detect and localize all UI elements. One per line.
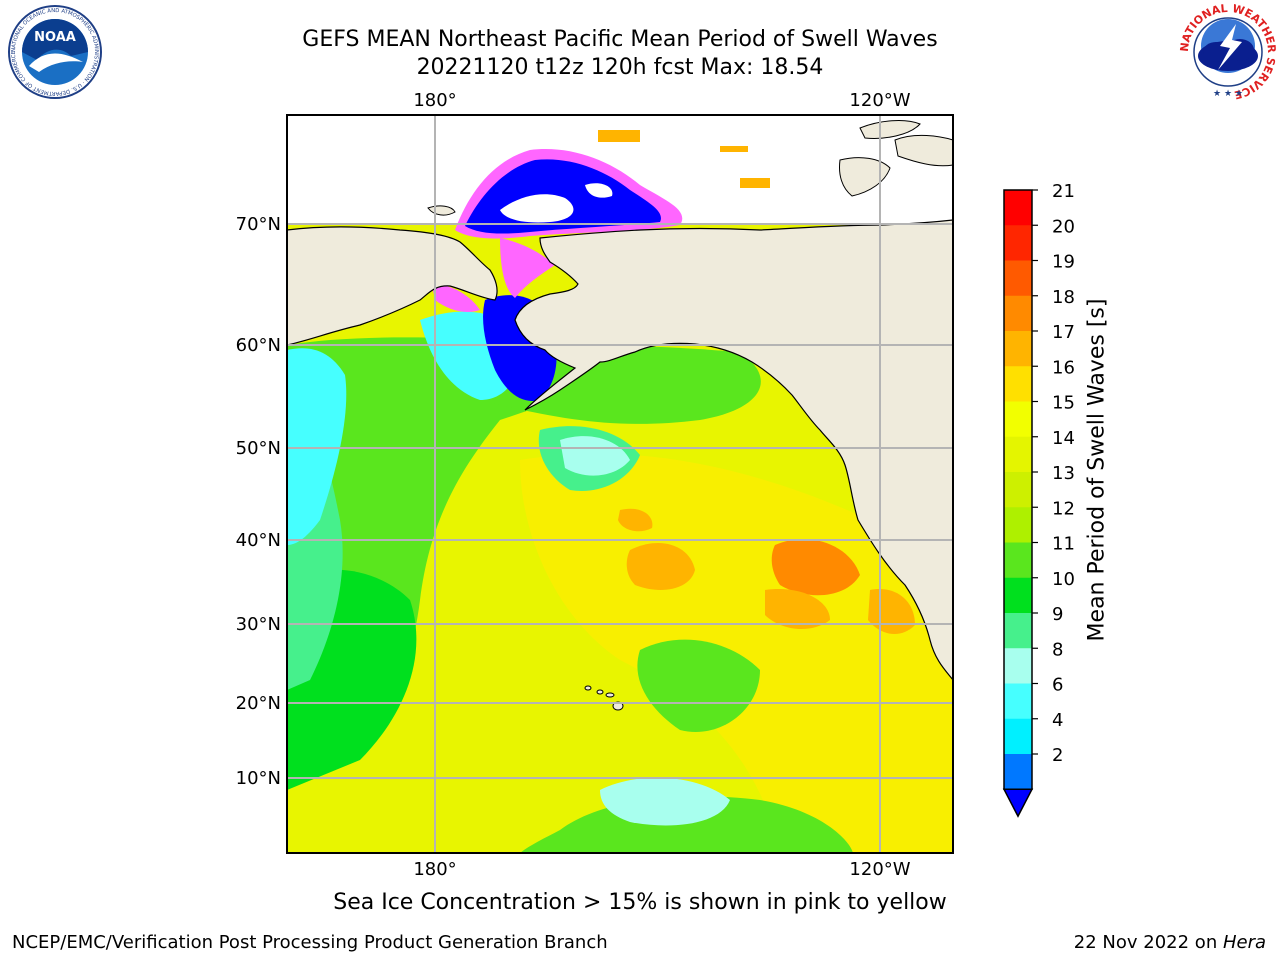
colorbar-segment <box>1004 648 1032 684</box>
land-maui <box>605 692 615 698</box>
colorbar-tick-label: 4 <box>1052 710 1063 731</box>
colorbar-segment <box>1004 507 1032 543</box>
colorbar-tick-label: 10 <box>1052 569 1075 590</box>
sea-ice-strait <box>500 238 555 298</box>
colorbar-tick-label: 6 <box>1052 675 1063 696</box>
swell-zone-green-central <box>637 639 760 732</box>
colorbar-tick-label: 15 <box>1052 393 1075 414</box>
swell-zone-cyan-pale <box>560 436 630 476</box>
colorbar-segment <box>1004 754 1032 790</box>
colorbar-tick-label: 18 <box>1052 287 1075 308</box>
land-oahu <box>596 689 604 695</box>
land-kauai <box>584 685 592 691</box>
colorbar-tick-label: 11 <box>1052 534 1075 555</box>
map-panel <box>287 115 953 853</box>
noaa-logo-text: NOAA <box>34 30 76 45</box>
sea-ice-footnote: Sea Ice Concentration > 15% is shown in … <box>333 890 947 915</box>
land-arctic-island-2 <box>894 134 953 167</box>
sea-ice-white-1 <box>500 194 574 223</box>
plot-subtitle: 20221120 t12z 120h fcst Max: 18.54 <box>416 55 824 80</box>
lat-label-30n: 30°N <box>236 614 281 635</box>
colorbar-segment <box>1004 225 1032 261</box>
land-siberia <box>287 226 498 346</box>
colorbar-segment <box>1004 260 1032 297</box>
colorbar-tick-label: 13 <box>1052 463 1075 484</box>
colorbar-segment <box>1004 613 1032 649</box>
colorbar-segment <box>1004 577 1032 614</box>
graticule <box>287 115 953 853</box>
colorbar-segment <box>1004 683 1032 720</box>
colorbar-segment <box>1004 436 1032 473</box>
colorbar-tick-label: 2 <box>1052 745 1063 766</box>
nws-stars: ★ ★ ★ <box>1213 89 1243 99</box>
swell-max-east-2 <box>765 589 830 630</box>
footer-date-text: 22 Nov 2022 on <box>1073 932 1223 953</box>
sea-ice-anadyr <box>432 284 480 312</box>
plot-title: GEFS MEAN Northeast Pacific Mean Period … <box>302 27 938 52</box>
colorbar-segment <box>1004 401 1032 438</box>
colorbar-tick-label: 21 <box>1052 181 1075 202</box>
colorbar-frame <box>1003 189 1033 790</box>
footer-credit: NCEP/EMC/Verification Post Processing Pr… <box>12 932 608 953</box>
swell-max-central <box>626 542 695 590</box>
lat-label-60n: 60°N <box>236 335 281 356</box>
colorbar-extend-min <box>1002 788 1034 818</box>
colorbar-segment <box>1004 542 1032 579</box>
colorbar-tick-label: 19 <box>1052 252 1075 273</box>
lon-label-bottom-120w: 120°W <box>849 859 910 880</box>
sea-ice-patch-3 <box>720 146 748 152</box>
swell-zone-cyan-south <box>600 777 730 826</box>
lat-label-10n: 10°N <box>236 768 281 789</box>
footer-machine: Hera <box>1222 932 1266 953</box>
colorbar-tick-label: 16 <box>1052 357 1075 378</box>
map-frame <box>286 114 954 854</box>
colorbar-tick-label: 8 <box>1052 639 1063 660</box>
swell-max-patch <box>618 508 653 532</box>
land-arctic-island-1 <box>839 157 891 197</box>
colorbar-segment <box>1004 331 1032 367</box>
colorbar-title: Mean Period of Swell Waves [s] <box>1084 298 1110 642</box>
lat-label-40n: 40°N <box>236 530 281 551</box>
sea-ice-patch-2 <box>740 178 770 188</box>
swell-zone-cyan-west <box>287 348 347 545</box>
colorbar-segment <box>1004 190 1032 226</box>
colorbar-tick-label: 9 <box>1052 604 1063 625</box>
footer-date: 22 Nov 2022 on Hera <box>1074 932 1266 953</box>
lat-label-70n: 70°N <box>236 214 281 235</box>
lat-label-20n: 20°N <box>236 693 281 714</box>
lon-label-top-120w: 120°W <box>849 90 910 111</box>
lon-label-top-180: 180° <box>413 90 456 111</box>
noaa-logo: NOAA NATIONAL OCEANIC AND ATMOSPHERIC AD… <box>8 5 102 99</box>
lat-label-50n: 50°N <box>236 438 281 459</box>
nws-logo: NATIONAL WEATHER SERVICE ★ ★ ★ <box>1178 4 1278 100</box>
colorbar-tick-label: 17 <box>1052 322 1075 343</box>
colorbar-tick-label: 20 <box>1052 216 1075 237</box>
swell-zone-green-south <box>520 796 853 853</box>
colorbar: 21 20 19 18 17 16 15 14 13 12 11 10 9 8 6 4 2 <box>1002 181 1075 818</box>
colorbar-segment <box>1004 718 1032 755</box>
sea-ice-white-2 <box>585 183 613 198</box>
lon-label-bottom-180: 180° <box>413 859 456 880</box>
colorbar-segment <box>1004 295 1032 332</box>
colorbar-segment <box>1004 366 1032 402</box>
colorbar-segment <box>1004 472 1032 508</box>
swell-max-east <box>771 539 860 596</box>
colorbar-tick-label: 12 <box>1052 498 1075 519</box>
colorbar-tick-label: 14 <box>1052 428 1075 449</box>
sea-ice-patch-1 <box>598 130 640 142</box>
